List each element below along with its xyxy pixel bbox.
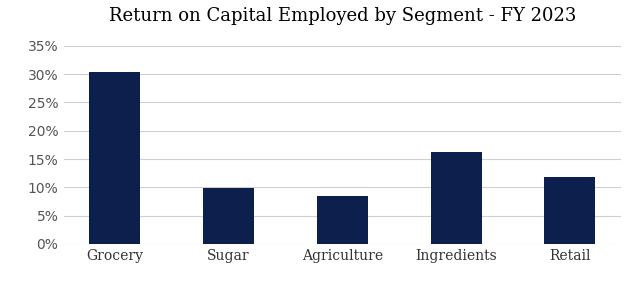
Bar [544, 177, 595, 244]
Bar [90, 72, 141, 244]
Bar [431, 152, 482, 244]
Bar [317, 196, 368, 244]
Title: Return on Capital Employed by Segment - FY 2023: Return on Capital Employed by Segment - … [109, 7, 576, 25]
Bar [203, 189, 254, 244]
